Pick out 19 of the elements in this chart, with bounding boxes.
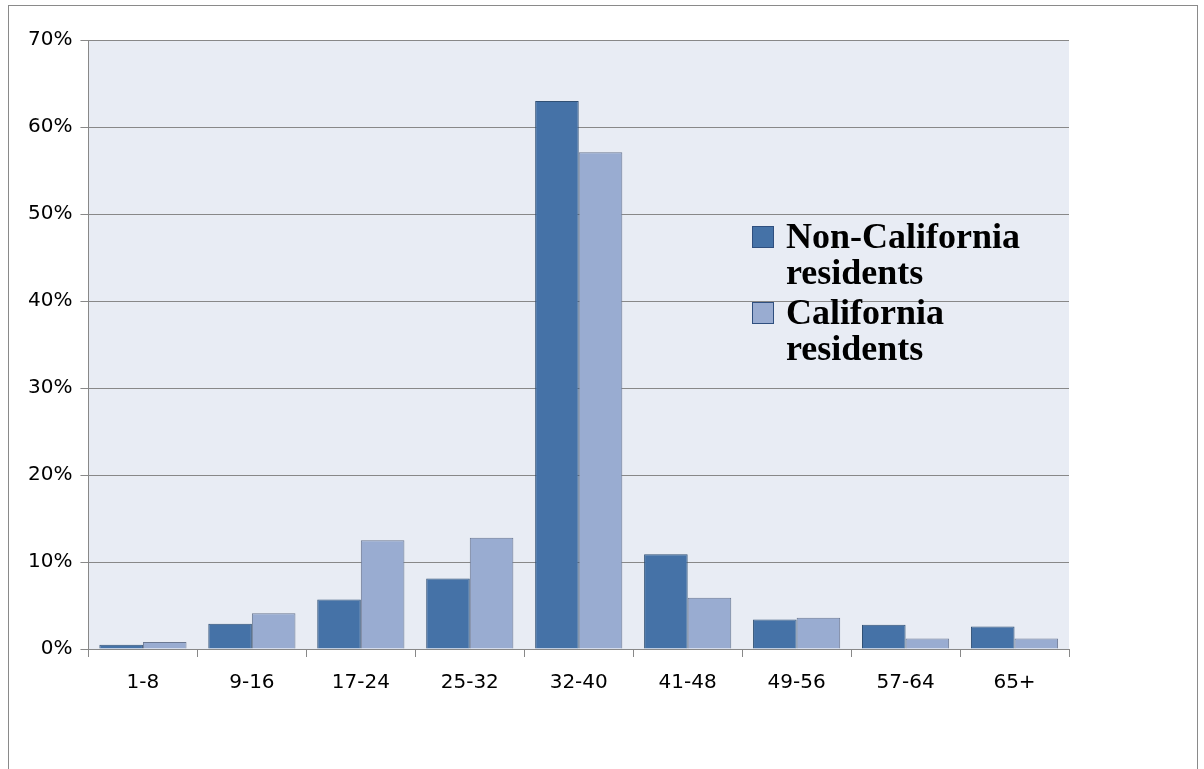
x-tick-label: 32-40 [549, 669, 608, 694]
y-tick-label: 0% [40, 635, 73, 660]
x-tick-label: 17-24 [331, 669, 390, 694]
x-tick-label: 65+ [993, 669, 1036, 694]
y-tick-label: 30% [28, 374, 73, 399]
y-tick-label: 50% [28, 200, 73, 225]
x-tick-label: 1-8 [126, 669, 160, 694]
y-tick-label: 70% [28, 26, 73, 51]
x-tick-label: 49-56 [767, 669, 826, 694]
y-tick-label: 40% [28, 287, 73, 312]
y-tick-label: 60% [28, 113, 73, 138]
x-tick-label: 41-48 [658, 669, 717, 694]
x-tick-label: 9-16 [229, 669, 275, 694]
y-tick-label: 20% [28, 461, 73, 486]
legend-label: California residents [786, 292, 945, 368]
x-tick-label: 25-32 [440, 669, 499, 694]
y-tick-label: 10% [28, 548, 73, 573]
x-tick-label: 57-64 [876, 669, 935, 694]
legend-label: Non-California residents [786, 216, 1021, 292]
